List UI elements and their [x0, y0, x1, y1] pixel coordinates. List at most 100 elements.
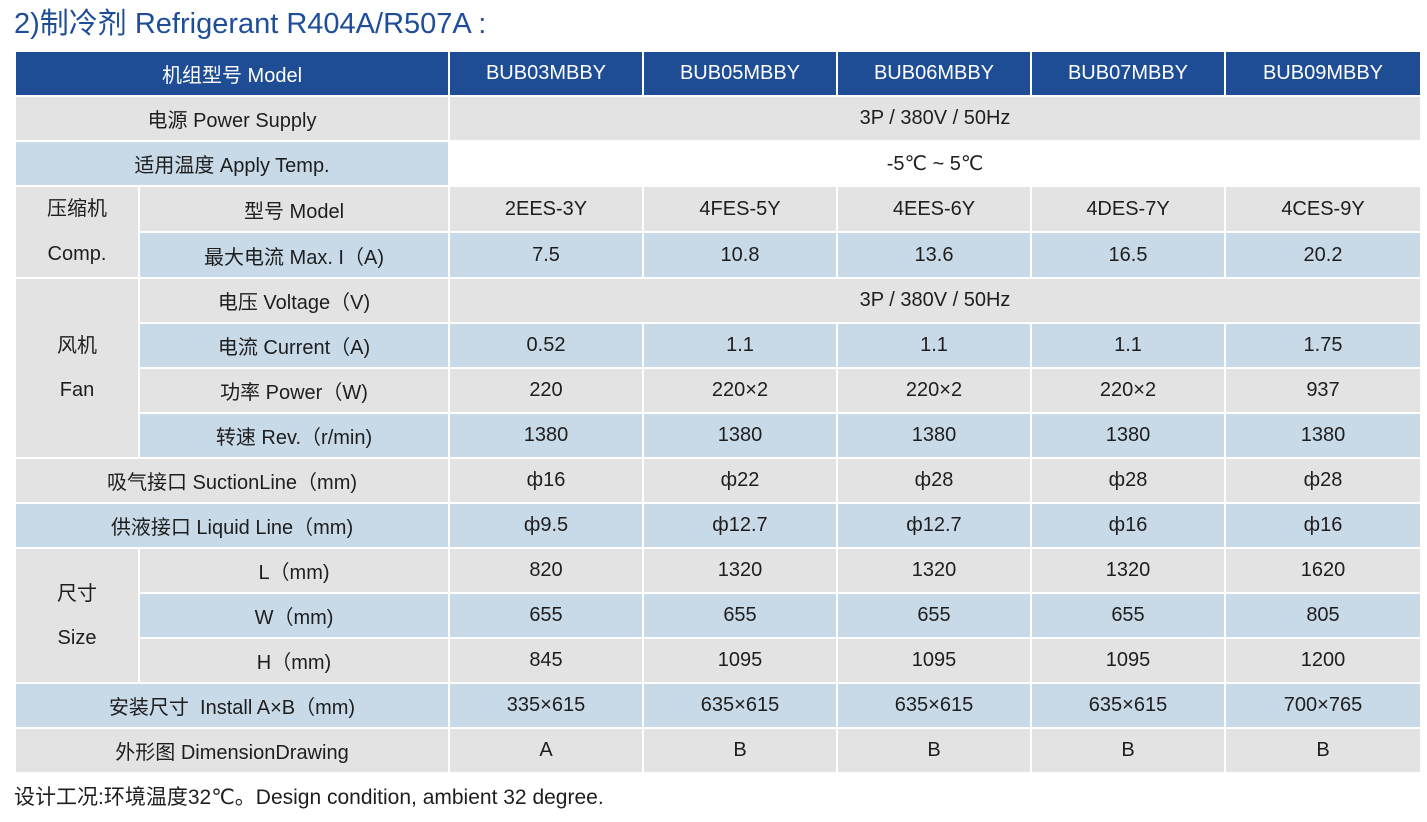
value-cell: 655	[836, 592, 1032, 639]
row-label: 最大电流 Max. I（A)	[138, 231, 450, 279]
row-label: L（mm)	[138, 547, 450, 594]
value-cell: 4FES-5Y	[642, 185, 838, 233]
row-label: 功率 Power（W)	[138, 367, 450, 414]
value-cell: 1.1	[642, 322, 838, 369]
row-label: 电压 Voltage（V)	[138, 277, 450, 324]
merged-value-cell: -5℃ ~ 5℃	[448, 140, 1422, 187]
value-cell: 1095	[836, 637, 1032, 684]
value-cell: ф16	[1030, 502, 1226, 549]
spec-table: 机组型号 Model BUB03MBBY BUB05MBBY BUB06MBBY…	[14, 50, 1422, 774]
merged-value-cell: 3P / 380V / 50Hz	[448, 277, 1422, 324]
value-cell: ф28	[1224, 457, 1422, 504]
fan-voltage-row: 风机 Fan 电压 Voltage（V) 3P / 380V / 50Hz	[14, 277, 1422, 459]
value-cell: ф28	[836, 457, 1032, 504]
value-cell: 0.52	[448, 322, 644, 369]
size-group-en: Size	[57, 626, 97, 649]
footnote: 设计工况:环境温度32℃。Design condition, ambient 3…	[14, 786, 604, 809]
value-cell: 220×2	[836, 367, 1032, 414]
fan-power-row: 功率 Power（W) 220 220×2 220×2 220×2 937	[15, 367, 1422, 414]
value-cell: 655	[642, 592, 838, 639]
value-cell: 1320	[1030, 547, 1226, 594]
value-cell: 635×615	[836, 682, 1032, 729]
value-cell: ф9.5	[448, 502, 644, 549]
row-label: 电源 Power Supply	[14, 95, 450, 142]
row-label: 供液接口 Liquid Line（mm)	[14, 502, 450, 549]
fan-group-zh: 风机	[57, 335, 97, 357]
value-cell: 10.8	[642, 231, 838, 279]
row-label: 安装尺寸 Install A×B（mm)	[14, 682, 450, 729]
size-group-zh: 尺寸	[57, 582, 97, 605]
fan-group-en: Fan	[59, 379, 95, 401]
suction-line-row: 吸气接口 SuctionLine（mm) ф16 ф22 ф28 ф28 ф28	[14, 457, 1422, 504]
header-row: 机组型号 Model BUB03MBBY BUB05MBBY BUB06MBBY…	[14, 50, 1422, 97]
power-supply-row: 电源 Power Supply 3P / 380V / 50Hz	[14, 95, 1422, 142]
value-cell: 4DES-7Y	[1030, 185, 1226, 233]
comp-model-row: 压缩机 Comp. 型号 Model 2EES-3Y 4FES-5Y 4EES-…	[14, 185, 1422, 279]
value-cell: 13.6	[836, 231, 1032, 279]
value-cell: ф12.7	[836, 502, 1032, 549]
value-cell: 845	[448, 637, 644, 684]
value-cell: 220×2	[642, 367, 838, 414]
value-cell: B	[642, 727, 838, 774]
value-cell: 16.5	[1030, 231, 1226, 279]
row-label: 转速 Rev.（r/min)	[138, 412, 450, 459]
value-cell: B	[1030, 727, 1226, 774]
value-cell: 1095	[642, 637, 838, 684]
value-cell: 1620	[1224, 547, 1422, 594]
value-cell: 335×615	[448, 682, 644, 729]
model-header-cell: BUB09MBBY	[1224, 50, 1422, 97]
merged-value-cell: 3P / 380V / 50Hz	[448, 95, 1422, 142]
comp-group-en: Comp.	[47, 243, 107, 265]
install-row: 安装尺寸 Install A×B（mm) 335×615 635×615 635…	[14, 682, 1422, 729]
value-cell: ф16	[448, 457, 644, 504]
value-cell: 1320	[642, 547, 838, 594]
value-cell: 1380	[836, 412, 1032, 459]
value-cell: 1095	[1030, 637, 1226, 684]
comp-max-current-row: 最大电流 Max. I（A) 7.5 10.8 13.6 16.5 20.2	[15, 231, 1422, 279]
row-label: 电流 Current（A)	[138, 322, 450, 369]
value-cell: 655	[448, 592, 644, 639]
value-cell: 220	[448, 367, 644, 414]
value-cell: 1320	[836, 547, 1032, 594]
value-cell: ф28	[1030, 457, 1226, 504]
value-cell: 1380	[1030, 412, 1226, 459]
value-cell: 220×2	[1030, 367, 1226, 414]
model-header-cell: BUB05MBBY	[642, 50, 838, 97]
row-label: W（mm)	[138, 592, 450, 639]
row-label: 型号 Model	[138, 185, 450, 233]
size-w-row: W（mm) 655 655 655 655 805	[15, 592, 1422, 639]
value-cell: ф22	[642, 457, 838, 504]
size-h-row: H（mm) 845 1095 1095 1095 1200	[15, 637, 1422, 684]
fan-current-row: 电流 Current（A) 0.52 1.1 1.1 1.1 1.75	[15, 322, 1422, 369]
page-title: 2)制冷剂 Refrigerant R404A/R507A :	[14, 8, 487, 40]
value-cell: 7.5	[448, 231, 644, 279]
size-l-row: 尺寸 Size L（mm) 820 1320 1320 1320 1620	[14, 547, 1422, 684]
value-cell: 1.75	[1224, 322, 1422, 369]
comp-group-label: 压缩机 Comp.	[14, 185, 140, 279]
value-cell: 4CES-9Y	[1224, 185, 1422, 233]
row-label: 适用温度 Apply Temp.	[14, 140, 450, 187]
value-cell: B	[1224, 727, 1422, 774]
value-cell: 1200	[1224, 637, 1422, 684]
value-cell: 655	[1030, 592, 1226, 639]
value-cell: 20.2	[1224, 231, 1422, 279]
value-cell: B	[836, 727, 1032, 774]
fan-group-label: 风机 Fan	[14, 277, 140, 459]
model-header-cell: BUB06MBBY	[836, 50, 1032, 97]
value-cell: 820	[448, 547, 644, 594]
value-cell: 2EES-3Y	[448, 185, 644, 233]
model-header-cell: BUB03MBBY	[448, 50, 644, 97]
value-cell: A	[448, 727, 644, 774]
row-label: 外形图 DimensionDrawing	[14, 727, 450, 774]
liquid-line-row: 供液接口 Liquid Line（mm) ф9.5 ф12.7 ф12.7 ф1…	[14, 502, 1422, 549]
row-label: 吸气接口 SuctionLine（mm)	[14, 457, 450, 504]
value-cell: 635×615	[642, 682, 838, 729]
value-cell: 700×765	[1224, 682, 1422, 729]
value-cell: 1380	[448, 412, 644, 459]
value-cell: 1380	[642, 412, 838, 459]
model-header-cell: BUB07MBBY	[1030, 50, 1226, 97]
size-group-label: 尺寸 Size	[14, 547, 140, 684]
apply-temp-row: 适用温度 Apply Temp. -5℃ ~ 5℃	[14, 140, 1422, 187]
comp-group-zh: 压缩机	[47, 198, 107, 220]
row-label: H（mm)	[138, 637, 450, 684]
